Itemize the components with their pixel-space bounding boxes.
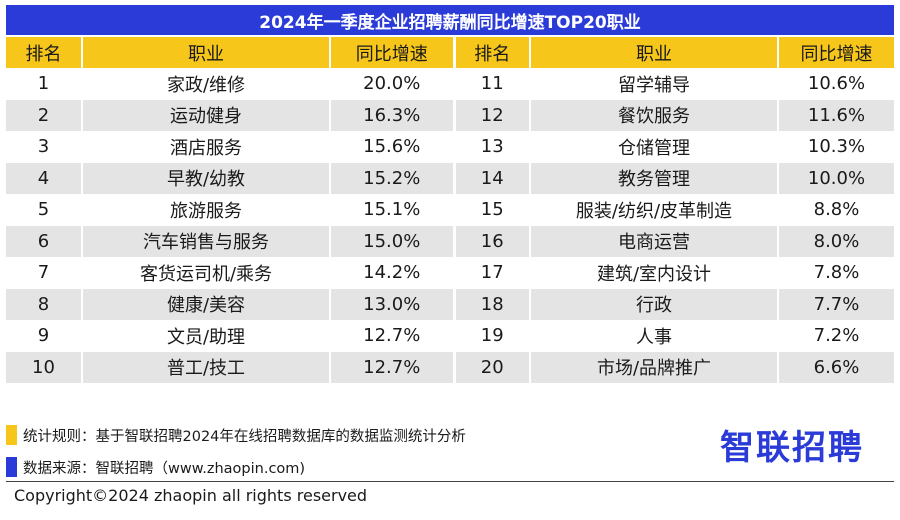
growth-cell: 10.0%: [777, 162, 894, 194]
growth-cell: 15.6%: [329, 131, 456, 163]
rank-cell: 11: [453, 68, 530, 100]
job-cell: 健康/美容: [81, 288, 330, 320]
header-rank-right: 排名: [453, 37, 530, 68]
job-cell: 行政: [529, 288, 778, 320]
growth-cell: 8.0%: [777, 225, 894, 257]
yellow-marker-icon: [6, 425, 17, 445]
header-growth-right: 同比增速: [777, 37, 894, 68]
table-row: 2 运动健身 16.3% 12 餐饮服务 11.6%: [6, 99, 894, 131]
job-cell: 酒店服务: [81, 131, 330, 163]
job-cell: 市场/品牌推广: [529, 351, 778, 383]
rank-cell: 1: [6, 68, 82, 100]
growth-cell: 10.3%: [777, 131, 894, 163]
rank-cell: 7: [6, 257, 82, 289]
rule-note-text: 统计规则：基于智联招聘2024年在线招聘数据库的数据监测统计分析: [23, 428, 466, 445]
table-row: 7 客货运司机/乘务 14.2% 17 建筑/室内设计 7.8%: [6, 257, 894, 289]
job-cell: 电商运营: [529, 225, 778, 257]
job-cell: 人事: [529, 320, 778, 352]
growth-cell: 7.8%: [777, 257, 894, 289]
growth-cell: 13.0%: [329, 288, 456, 320]
rank-cell: 10: [6, 351, 82, 383]
job-cell: 服装/纺织/皮革制造: [529, 194, 778, 226]
job-cell: 留学辅导: [529, 68, 778, 100]
table-header-row: 排名 职业 同比增速 排名 职业 同比增速: [6, 37, 894, 68]
growth-cell: 20.0%: [329, 68, 456, 100]
rank-cell: 18: [453, 288, 530, 320]
job-cell: 运动健身: [81, 99, 330, 131]
growth-cell: 15.2%: [329, 162, 456, 194]
rank-cell: 4: [6, 162, 82, 194]
table-title: 2024年一季度企业招聘薪酬同比增速TOP20职业: [6, 5, 894, 35]
growth-cell: 15.1%: [329, 194, 456, 226]
rank-cell: 2: [6, 99, 82, 131]
job-cell: 餐饮服务: [529, 99, 778, 131]
table-row: 4 早教/幼教 15.2% 14 教务管理 10.0%: [6, 162, 894, 194]
footnotes: 统计规则：基于智联招聘2024年在线招聘数据库的数据监测统计分析 数据来源：智联…: [6, 422, 706, 486]
job-cell: 早教/幼教: [81, 162, 330, 194]
rank-cell: 3: [6, 131, 82, 163]
table-row: 1 家政/维修 20.0% 11 留学辅导 10.6%: [6, 68, 894, 100]
growth-cell: 12.7%: [329, 351, 456, 383]
rank-cell: 5: [6, 194, 82, 226]
growth-cell: 15.0%: [329, 225, 456, 257]
table-row: 8 健康/美容 13.0% 18 行政 7.7%: [6, 288, 894, 320]
table-row: 10 普工/技工 12.7% 20 市场/品牌推广 6.6%: [6, 351, 894, 383]
job-cell: 客货运司机/乘务: [81, 257, 330, 289]
growth-cell: 7.7%: [777, 288, 894, 320]
header-job-right: 职业: [529, 37, 778, 68]
rank-cell: 12: [453, 99, 530, 131]
header-job-left: 职业: [81, 37, 330, 68]
job-cell: 旅游服务: [81, 194, 330, 226]
growth-cell: 10.6%: [777, 68, 894, 100]
copyright-text: Copyright©2024 zhaopin all rights reserv…: [14, 486, 368, 505]
blue-marker-icon: [6, 457, 17, 477]
job-cell: 仓储管理: [529, 131, 778, 163]
job-cell: 普工/技工: [81, 351, 330, 383]
table-row: 3 酒店服务 15.6% 13 仓储管理 10.3%: [6, 131, 894, 163]
rank-cell: 6: [6, 225, 82, 257]
header-growth-left: 同比增速: [329, 37, 456, 68]
growth-cell: 7.2%: [777, 320, 894, 352]
header-rank-left: 排名: [6, 37, 82, 68]
job-cell: 汽车销售与服务: [81, 225, 330, 257]
rank-cell: 16: [453, 225, 530, 257]
rank-cell: 9: [6, 320, 82, 352]
zhaopin-logo: 智联招聘: [720, 428, 864, 468]
footer-divider: [6, 481, 894, 482]
job-cell: 文员/助理: [81, 320, 330, 352]
rank-cell: 17: [453, 257, 530, 289]
rank-cell: 14: [453, 162, 530, 194]
job-cell: 家政/维修: [81, 68, 330, 100]
job-cell: 建筑/室内设计: [529, 257, 778, 289]
growth-cell: 14.2%: [329, 257, 456, 289]
growth-cell: 6.6%: [777, 351, 894, 383]
growth-cell: 8.8%: [777, 194, 894, 226]
source-note-text: 数据来源：智联招聘（www.zhaopin.com): [23, 460, 306, 477]
source-note: 数据来源：智联招聘（www.zhaopin.com): [6, 454, 706, 480]
growth-cell: 12.7%: [329, 320, 456, 352]
growth-cell: 11.6%: [777, 99, 894, 131]
rank-cell: 19: [453, 320, 530, 352]
table-row: 5 旅游服务 15.1% 15 服装/纺织/皮革制造 8.8%: [6, 194, 894, 226]
table-row: 9 文员/助理 12.7% 19 人事 7.2%: [6, 320, 894, 352]
rank-cell: 15: [453, 194, 530, 226]
rank-cell: 20: [453, 351, 530, 383]
ranking-table: 排名 职业 同比增速 排名 职业 同比增速 1 家政/维修 20.0% 11 留…: [6, 37, 894, 383]
table-row: 6 汽车销售与服务 15.0% 16 电商运营 8.0%: [6, 225, 894, 257]
rank-cell: 13: [453, 131, 530, 163]
job-cell: 教务管理: [529, 162, 778, 194]
growth-cell: 16.3%: [329, 99, 456, 131]
rule-note: 统计规则：基于智联招聘2024年在线招聘数据库的数据监测统计分析: [6, 422, 706, 448]
rank-cell: 8: [6, 288, 82, 320]
